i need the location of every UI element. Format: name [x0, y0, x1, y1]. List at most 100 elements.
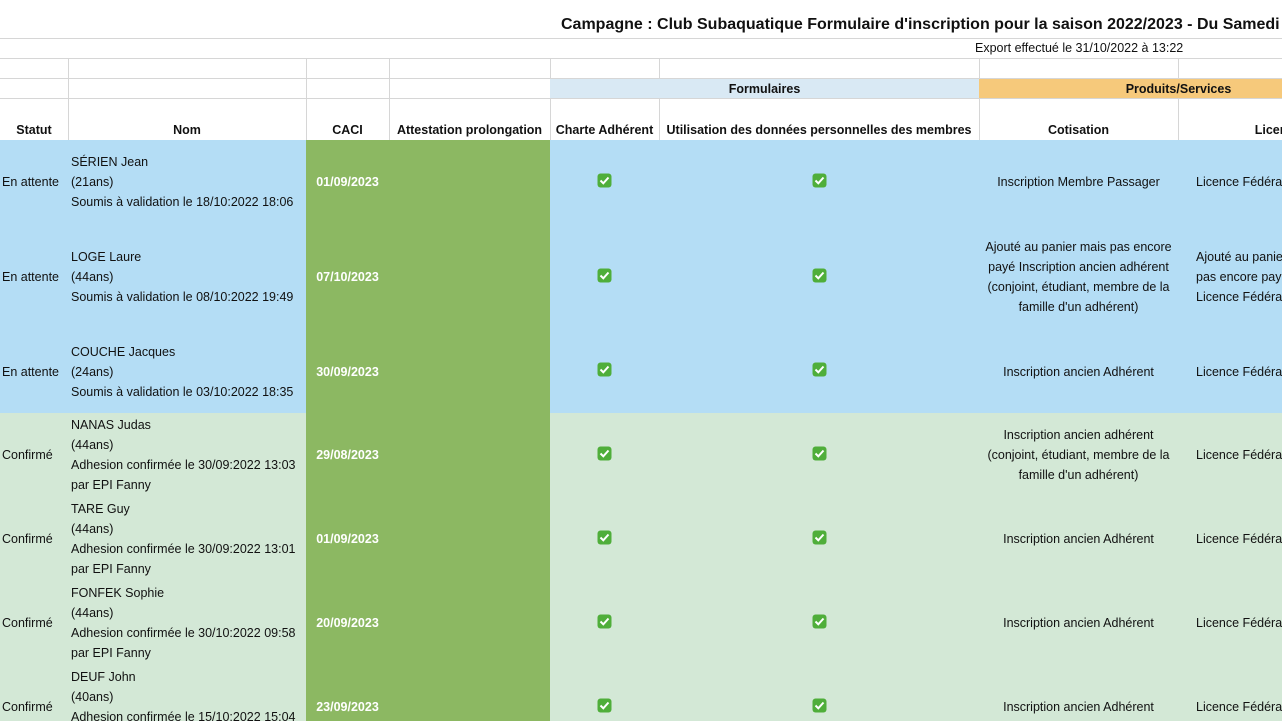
grid-line: [306, 58, 307, 140]
nom-cell: LOGE Laure (44ans) Soumis à validation le …: [71, 224, 306, 330]
cotisation-cell: Ajouté au panier mais pas encore payé Ins…: [979, 224, 1178, 330]
caci-cell: 29/08/2023: [316, 448, 379, 462]
nom-cell: NANAS Judas (44ans) Adhesion confirmée le …: [71, 413, 306, 497]
nom-line: (44ans): [71, 438, 114, 452]
column-header: Charte Adhérent: [555, 123, 654, 137]
charte-cell: [550, 413, 659, 497]
cotisation-line: payé Inscription ancien adhérent: [988, 260, 1169, 274]
donnees-cell: [659, 581, 979, 665]
charte-cell: [550, 665, 659, 721]
caci-bg: [306, 330, 550, 413]
nom-line: par EPI Fanny: [71, 478, 151, 492]
status-cell: En attente: [2, 364, 59, 379]
nom-line: SÉRIEN Jean: [71, 155, 149, 169]
cotisation-line: Inscription Membre Passager: [997, 175, 1160, 189]
nom-line: NANAS Judas: [71, 418, 151, 432]
caci-bg: [306, 497, 550, 581]
licence-cell: Licence Fédéra: [1196, 330, 1282, 413]
nom-line: Adhesion confirmée le 15/10:2022 15:04: [71, 710, 296, 721]
cotisation-line: (conjoint, étudiant, membre de la: [987, 280, 1170, 294]
table-row: En attente COUCHE Jacques (24ans) Soumis à …: [0, 330, 1282, 413]
check-icon: [597, 614, 612, 628]
check-icon: [812, 530, 826, 544]
caci-cell: 30/09/2023: [316, 364, 379, 379]
caci-cell: 20/09/2023: [316, 616, 379, 630]
donnees-cell: [659, 413, 979, 497]
licence-line: Licence Fédéra: [1196, 616, 1282, 630]
nom-line: Soumis à validation le 03/10:2022 18:35: [71, 384, 294, 399]
check-icon: [597, 530, 612, 544]
grid-line: [0, 78, 1282, 79]
column-header: Statut: [16, 123, 52, 137]
status-cell: Confirmé: [2, 532, 53, 546]
cotisation-line: famille d'un adhérent): [1018, 468, 1139, 482]
cotisation-cell: Inscription ancien adhérent (conjoint, ét…: [979, 413, 1178, 497]
cotisation-line: Inscription ancien Adhérent: [1003, 700, 1154, 714]
check-icon: [812, 268, 826, 282]
check-icon: [812, 614, 826, 628]
nom-line: Soumis à validation le 18/10:2022 18:06: [71, 195, 294, 209]
caci-cell: 23/09/2023: [316, 700, 379, 714]
caci-bg: [306, 224, 550, 330]
check-icon: [597, 173, 612, 187]
licence-cell: Licence Fédéra: [1196, 140, 1282, 224]
cotisation-line: (conjoint, étudiant, membre de la: [987, 448, 1170, 462]
nom-cell: DEUF John (40ans) Adhesion confirmée le 15…: [71, 665, 306, 721]
table-row: Confirmé FONFEK Sophie (44ans) Adhesion con…: [0, 581, 1282, 665]
licence-line: Licence Fédéra: [1196, 532, 1282, 546]
check-icon: [812, 173, 826, 187]
nom-line: (44ans): [71, 606, 114, 620]
cotisation-line: Inscription ancien Adhérent: [1003, 616, 1154, 630]
column-header: Licence: [1254, 123, 1282, 137]
nom-line: COUCHE Jacques: [71, 344, 176, 359]
sheet-title: Campagne : Club Subaquatique Formulaire …: [561, 16, 1282, 33]
column-header: Utilisation des données personnelles des…: [666, 123, 972, 137]
charte-cell: [550, 497, 659, 581]
grid-line: [659, 58, 660, 140]
nom-line: par EPI Fanny: [71, 646, 151, 660]
column-header: Nom: [173, 123, 201, 137]
check-icon: [597, 446, 612, 460]
table-row: En attente LOGE Laure (44ans) Soumis à vali…: [0, 224, 1282, 330]
donnees-cell: [659, 497, 979, 581]
status-cell: En attente: [2, 270, 59, 284]
donnees-cell: [659, 140, 979, 224]
licence-line: Licence Fédéra: [1196, 700, 1282, 714]
cotisation-line: famille d'un adhérent): [1018, 300, 1139, 314]
licence-line: Licence Fédéra: [1196, 448, 1282, 462]
table-row: Confirmé TARE Guy (44ans) Adhesion confirmé…: [0, 497, 1282, 581]
grid-line: [0, 58, 1282, 59]
grid-line: [0, 98, 1282, 99]
check-icon: [597, 698, 612, 712]
caci-cell: 01/09/2023: [316, 532, 379, 546]
check-icon: [812, 446, 826, 460]
cotisation-cell: Inscription Membre Passager: [979, 140, 1178, 224]
nom-line: par EPI Fanny: [71, 562, 151, 576]
donnees-cell: [659, 224, 979, 330]
caci-bg: [306, 140, 550, 224]
group-header: Formulaires: [550, 79, 979, 98]
caci-bg: [306, 665, 550, 721]
nom-line: Adhesion confirmée le 30/09:2022 13:03: [71, 458, 296, 472]
check-icon: [812, 698, 826, 712]
table-row: Confirmé NANAS Judas (44ans) Adhesion confi…: [0, 413, 1282, 497]
licence-line: Ajouté au panier r: [1196, 250, 1282, 264]
table-row: En attente SÉRIEN Jean (21ans) Soumis à val…: [0, 140, 1282, 224]
nom-line: (44ans): [71, 522, 114, 536]
nom-cell: FONFEK Sophie (44ans) Adhesion confirmée l…: [71, 581, 306, 665]
check-icon: [597, 268, 612, 282]
charte-cell: [550, 581, 659, 665]
nom-cell: TARE Guy (44ans) Adhesion confirmée le 30/…: [71, 497, 306, 581]
grid-line: [1178, 58, 1179, 140]
nom-line: DEUF John: [71, 670, 136, 684]
grid-line: [0, 38, 1282, 39]
status-cell: En attente: [2, 175, 59, 189]
licence-line: Licence Fédéra: [1196, 175, 1282, 189]
licence-cell: Licence Fédéra: [1196, 413, 1282, 497]
nom-line: LOGE Laure: [71, 250, 142, 264]
column-header: CACI: [332, 123, 363, 137]
licence-line: Licence Fédéra: [1196, 290, 1282, 304]
cotisation-line: Inscription ancien Adhérent: [1003, 364, 1154, 379]
cotisation-line: Inscription ancien Adhérent: [1003, 532, 1154, 546]
